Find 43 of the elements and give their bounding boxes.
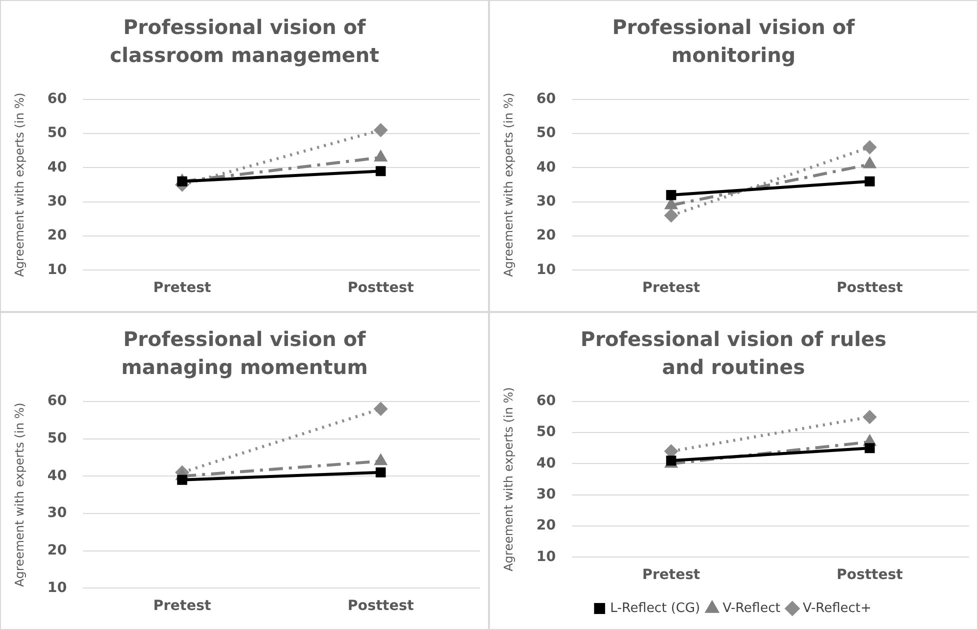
y-tick-label: 20: [47, 228, 68, 244]
y-axis-title: Agreement with experts (in %): [12, 402, 26, 587]
x-tick-label: Pretest: [642, 280, 700, 296]
x-tick-label: Pretest: [642, 567, 700, 584]
y-tick-label: 60: [536, 393, 556, 410]
y-tick-label: 60: [47, 91, 68, 108]
y-axis-title: Agreement with experts (in %): [501, 387, 516, 572]
y-tick-label: 30: [47, 505, 68, 522]
y-tick-label: 10: [536, 548, 556, 565]
y-tick-label: 40: [47, 468, 68, 484]
legend-label: V-Reflect: [722, 600, 780, 616]
x-tick-label: Pretest: [153, 280, 212, 296]
y-tick-label: 30: [536, 486, 556, 503]
legend-label: L-Reflect (CG): [610, 600, 700, 616]
y-tick-label: 10: [47, 262, 68, 278]
chart-title: Professional vision of rules and routines: [580, 326, 888, 381]
y-tick-label: 20: [47, 542, 68, 558]
y-tick-label: 50: [47, 125, 68, 142]
chart-title: Professional vision of managing momentum: [120, 326, 369, 381]
y-axis-title: Agreement with experts (in %): [501, 92, 516, 277]
y-tick-label: 20: [536, 518, 556, 534]
y-tick-label: 60: [536, 91, 556, 108]
y-tick-label: 50: [47, 430, 68, 446]
y-tick-label: 40: [536, 159, 556, 176]
chart-title: Professional vision of classroom management: [108, 14, 380, 69]
x-tick-label: Posttest: [348, 280, 414, 296]
y-tick-label: 30: [47, 194, 68, 210]
y-tick-label: 10: [47, 580, 68, 596]
x-tick-label: Posttest: [836, 280, 904, 296]
x-tick-label: Pretest: [153, 598, 212, 614]
x-tick-label: Posttest: [836, 567, 904, 584]
y-tick-label: 30: [536, 194, 556, 210]
y-axis-title: Agreement with experts (in %): [12, 92, 26, 277]
chart-title: Professional vision of monitoring: [611, 14, 856, 69]
y-tick-label: 10: [536, 262, 556, 278]
y-tick-label: 40: [47, 159, 68, 176]
y-tick-label: 60: [47, 393, 68, 410]
x-tick-label: Posttest: [348, 598, 414, 614]
y-tick-label: 40: [536, 455, 556, 472]
y-tick-label: 20: [536, 228, 556, 244]
y-tick-label: 50: [536, 125, 556, 142]
y-tick-label: 50: [536, 424, 556, 440]
legend-label: V-Reflect+: [802, 600, 872, 616]
